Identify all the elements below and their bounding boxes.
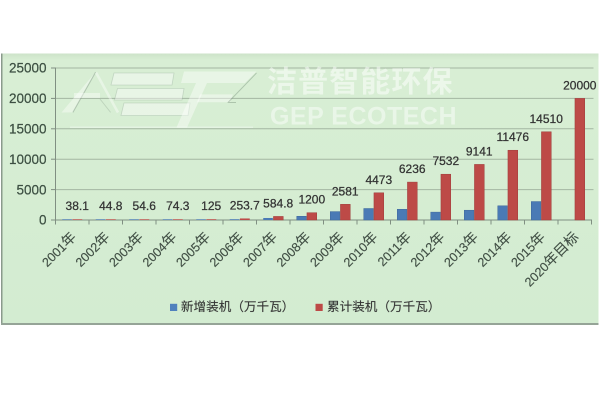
svg-text:4473: 4473 <box>365 173 392 187</box>
svg-text:6236: 6236 <box>399 162 426 176</box>
svg-text:20000: 20000 <box>9 91 47 106</box>
svg-text:54.6: 54.6 <box>133 199 157 213</box>
svg-text:14510: 14510 <box>530 112 564 126</box>
svg-text:125: 125 <box>201 199 221 213</box>
svg-text:5000: 5000 <box>16 182 46 197</box>
svg-text:44.8: 44.8 <box>99 199 123 213</box>
svg-text:11476: 11476 <box>497 130 530 144</box>
svg-text:GEP ECOTECH: GEP ECOTECH <box>270 103 457 131</box>
svg-text:15000: 15000 <box>9 122 47 137</box>
svg-text:25000: 25000 <box>9 61 47 76</box>
svg-text:20000: 20000 <box>563 78 597 92</box>
svg-text:74.3: 74.3 <box>166 199 190 213</box>
svg-text:10000: 10000 <box>9 152 47 167</box>
svg-text:0: 0 <box>39 213 47 228</box>
svg-text:253.7: 253.7 <box>230 199 260 213</box>
svg-text:2581: 2581 <box>332 184 359 198</box>
svg-text:1200: 1200 <box>298 193 325 207</box>
svg-text:9141: 9141 <box>466 144 493 158</box>
svg-text:38.1: 38.1 <box>66 199 90 213</box>
svg-text:7532: 7532 <box>432 154 459 168</box>
svg-text:584.8: 584.8 <box>263 196 293 210</box>
